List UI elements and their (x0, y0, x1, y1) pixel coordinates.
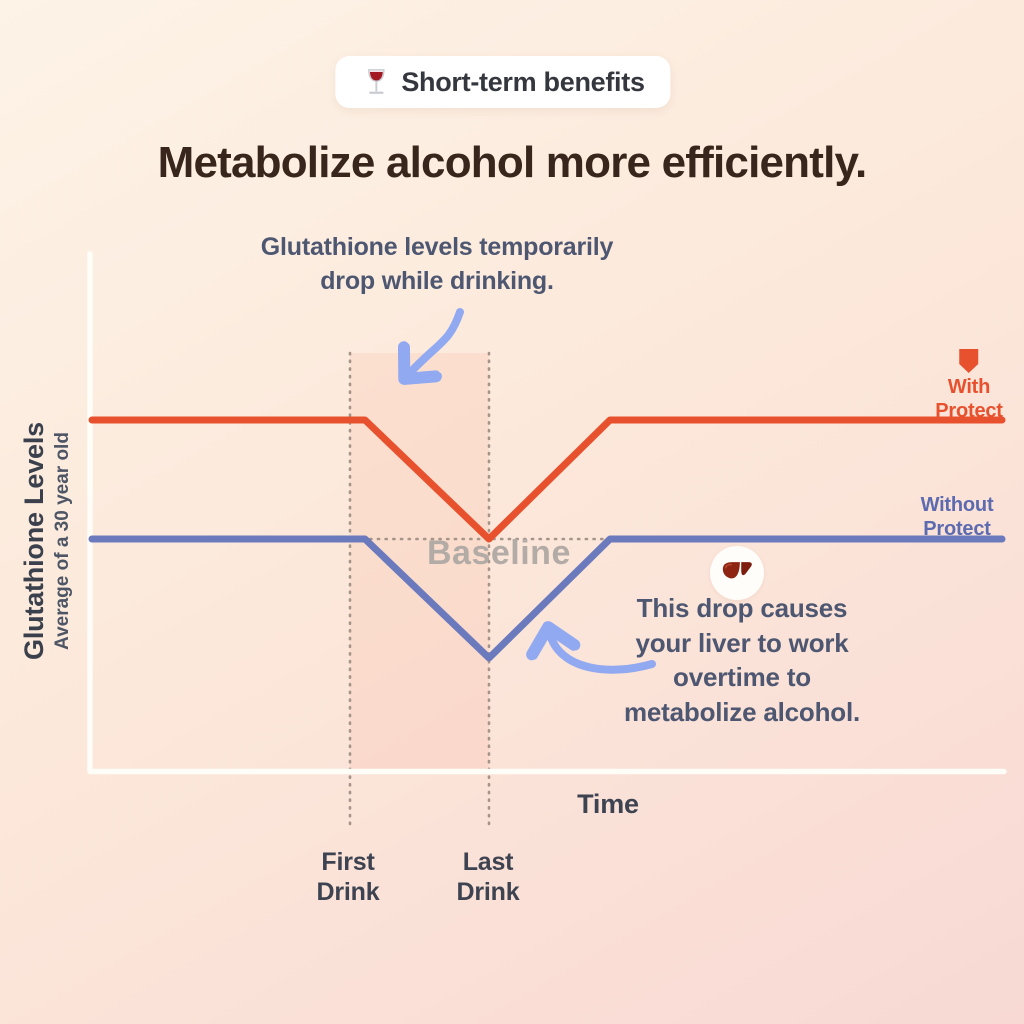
liver-annotation: This drop causes your liver to work over… (592, 591, 892, 729)
drop-annotation-line: drop while drinking. (320, 267, 554, 295)
page-title: Metabolize alcohol more efficiently. (157, 138, 868, 187)
y-axis-label: Glutathione Levels Average of a 30 year … (17, 281, 75, 801)
tick-line: Drink (456, 878, 520, 906)
drop-annotation: Glutathione levels temporarily drop whil… (227, 230, 647, 298)
baseline-label: Baseline (427, 534, 571, 572)
liver-annotation-line: This drop causes (636, 593, 848, 623)
liver-icon (720, 556, 754, 590)
arrow-to-blue-dip-icon (549, 631, 656, 674)
liver-badge (710, 546, 764, 600)
tick-line: Drink (316, 878, 380, 906)
line-with-protect (88, 416, 1006, 543)
badge-label: Short-term benefits (401, 66, 645, 97)
liver-annotation-line: your liver to work (635, 627, 849, 658)
liver-annotation-line: overtime to (673, 662, 811, 692)
last-drink-tick-label: Last Drink (428, 847, 548, 907)
wine-glass-icon (361, 67, 391, 97)
x-axis-title: Time (577, 789, 639, 819)
arrow-to-orange-dip-icon (407, 308, 464, 376)
legend-without-protect: Without Protect (921, 495, 994, 540)
shield-icon (957, 349, 980, 374)
first-drink-tick-label: First Drink (288, 847, 408, 907)
legend-label-line: Protect (935, 400, 1003, 422)
tick-line: First (321, 848, 375, 876)
header-badge: Short-term benefits (335, 56, 671, 108)
drinking-window-band (350, 353, 489, 771)
legend-label-line: With (947, 376, 991, 398)
legend-label-line: Protect (923, 518, 991, 540)
y-axis-subtitle: Average of a 30 year old (51, 432, 73, 650)
axes-lines (87, 251, 1007, 775)
liver-annotation-line: metabolize alcohol. (623, 696, 861, 727)
y-axis-title: Glutathione Levels (18, 422, 49, 660)
legend-label-line: Without (920, 494, 994, 516)
drop-annotation-line: Glutathione levels temporarily (260, 233, 614, 261)
legend-with-protect: With Protect (935, 349, 1003, 422)
tick-line: Last (462, 848, 514, 876)
line-without-protect (88, 535, 1006, 662)
